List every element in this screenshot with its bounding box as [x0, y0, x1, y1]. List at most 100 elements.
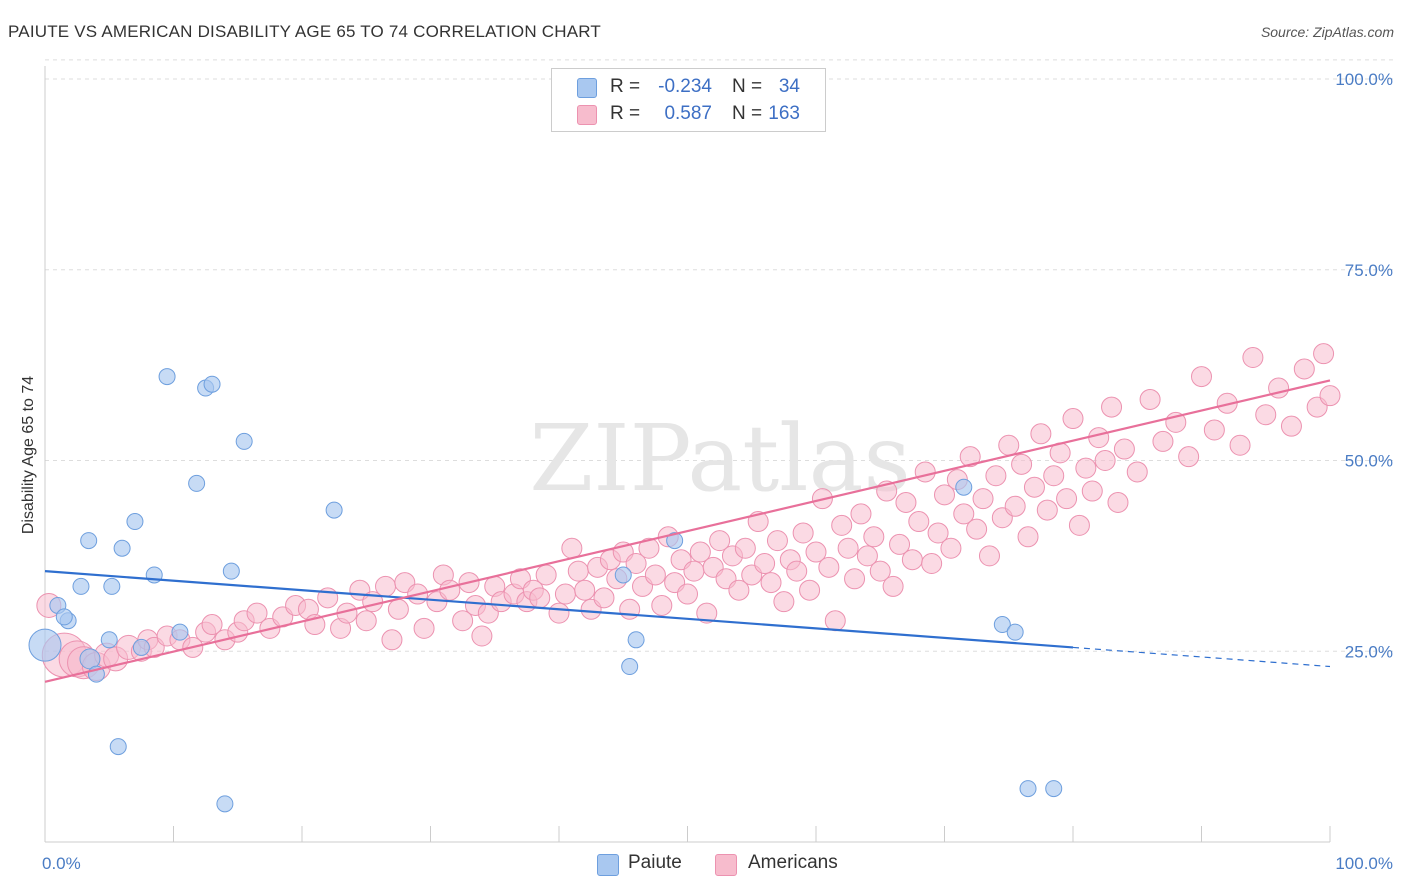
- legend-n-value: 34: [778, 76, 800, 97]
- watermark: ZIPatlas: [529, 405, 910, 512]
- americans-point: [651, 594, 673, 616]
- americans-point: [413, 617, 435, 639]
- americans-trend-line: [44, 379, 1331, 683]
- americans-point: [978, 545, 1000, 567]
- americans-point: [908, 511, 930, 533]
- americans-point: [1255, 404, 1277, 426]
- americans-point: [940, 537, 962, 559]
- paiute-point: [325, 501, 343, 519]
- americans-point: [1152, 430, 1174, 452]
- paiute-point: [28, 628, 62, 662]
- americans-point: [1126, 461, 1148, 483]
- legend-label-americans: Americans: [748, 852, 838, 873]
- paiute-point: [203, 375, 221, 393]
- americans-point: [593, 587, 615, 609]
- paiute-point: [126, 513, 144, 531]
- americans-point: [554, 583, 576, 605]
- axes: [44, 66, 1331, 843]
- americans-point: [1191, 366, 1212, 388]
- y-tick-label: 25.0%: [1345, 642, 1393, 661]
- y-tick-label: 100.0%: [1335, 70, 1393, 89]
- americans-point: [1101, 396, 1123, 418]
- americans-point: [760, 572, 782, 594]
- x-tick-label: 100.0%: [1335, 854, 1393, 873]
- legend-r-value: 0.587: [664, 103, 712, 124]
- americans-point: [1023, 476, 1045, 498]
- americans-point: [1229, 434, 1251, 456]
- americans-point: [882, 575, 904, 597]
- americans-point: [567, 560, 589, 582]
- americans-point: [619, 598, 641, 620]
- americans-point: [381, 629, 403, 651]
- americans-point: [471, 625, 493, 647]
- legend-n-label: N =: [732, 103, 763, 124]
- americans-point: [985, 465, 1007, 487]
- americans-point: [1139, 388, 1161, 410]
- paiute-point: [158, 368, 176, 386]
- paiute-point: [627, 631, 645, 649]
- chart-title: PAIUTE VS AMERICAN DISABILITY AGE 65 TO …: [8, 22, 602, 41]
- legend-n-label: N =: [732, 76, 763, 97]
- americans-point: [1081, 480, 1103, 502]
- americans-point: [895, 491, 917, 513]
- americans-point: [1043, 465, 1065, 487]
- americans-point: [773, 591, 795, 613]
- y-tick-label: 75.0%: [1345, 261, 1393, 280]
- americans-point: [1004, 495, 1026, 517]
- americans-point: [548, 602, 570, 624]
- americans-point: [844, 568, 866, 590]
- paiute-point: [614, 566, 632, 584]
- americans-point: [1094, 450, 1116, 471]
- paiute-point: [235, 432, 253, 450]
- paiute-trend-extension: [1072, 646, 1331, 668]
- correlation-legend: R = -0.234 N = 34 R = 0.587 N = 163: [551, 68, 826, 132]
- americans-point: [1113, 438, 1135, 460]
- paiute-point: [132, 638, 150, 656]
- paiute-point: [955, 478, 973, 496]
- americans-point: [1178, 446, 1200, 468]
- americans-point: [754, 553, 776, 575]
- paiute-point: [188, 474, 206, 492]
- americans-point: [869, 560, 891, 582]
- americans-point: [998, 434, 1020, 456]
- americans-point: [1203, 419, 1225, 441]
- americans-point: [934, 484, 955, 506]
- americans-point: [529, 587, 551, 609]
- series-legend: Paiute Americans: [0, 851, 1406, 877]
- americans-point: [799, 579, 821, 601]
- y-tick-label: 50.0%: [1345, 452, 1393, 471]
- americans-point: [766, 530, 788, 552]
- americans-point: [850, 503, 872, 525]
- legend-n-value: 163: [768, 103, 800, 124]
- paiute-point: [80, 532, 98, 550]
- americans-point: [1017, 526, 1039, 548]
- americans-point: [921, 553, 943, 575]
- paiute-point: [216, 795, 234, 813]
- americans-point: [355, 610, 377, 632]
- americans-points: [36, 343, 1341, 682]
- paiute-swatch: [577, 78, 597, 98]
- x-tick-label: 0.0%: [42, 854, 81, 873]
- americans-point: [689, 541, 711, 563]
- paiute-point: [1045, 780, 1063, 798]
- americans-point: [856, 545, 878, 567]
- americans-point: [831, 514, 853, 536]
- americans-point: [863, 526, 885, 548]
- americans-point: [1313, 343, 1335, 365]
- paiute-point: [171, 623, 189, 641]
- paiute-point: [103, 577, 121, 595]
- paiute-point: [113, 539, 131, 557]
- americans-point: [959, 446, 981, 468]
- paiute-swatch: [597, 854, 619, 876]
- paiute-point: [993, 616, 1011, 634]
- americans-point: [1030, 423, 1052, 445]
- americans-point: [1293, 358, 1315, 380]
- paiute-point: [666, 532, 684, 550]
- americans-point: [439, 579, 461, 601]
- paiute-point: [72, 577, 90, 595]
- trend-lines: [44, 379, 1331, 683]
- americans-point: [818, 556, 840, 578]
- legend-r-label: R =: [610, 76, 641, 97]
- americans-point: [561, 537, 583, 559]
- americans-swatch: [577, 105, 597, 125]
